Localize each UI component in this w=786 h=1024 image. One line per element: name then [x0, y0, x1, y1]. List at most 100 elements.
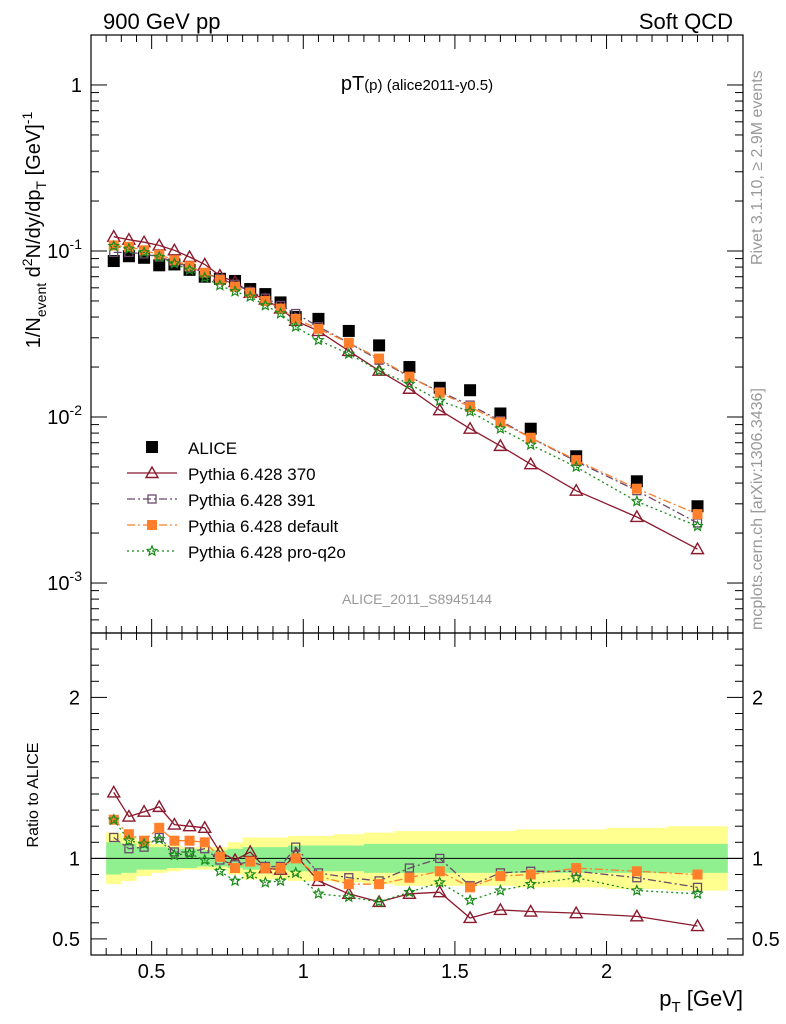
- ratio-data-point: [109, 832, 119, 843]
- main-data-point: [525, 432, 536, 443]
- main-data-point: [404, 371, 415, 382]
- main-data-point: [182, 249, 197, 263]
- main-data-point: [139, 245, 150, 256]
- main-data-point: [494, 422, 507, 435]
- main-data-point: [342, 347, 356, 360]
- y-tick-label: 10-1: [47, 236, 82, 263]
- main-data-point: [629, 509, 645, 523]
- ratio-data-point: [313, 871, 324, 882]
- y-tick-label: 1: [71, 75, 82, 97]
- ratio-data-point: [197, 820, 212, 834]
- main-series-2: [109, 247, 703, 528]
- ratio-data-point: [183, 847, 196, 859]
- ratio-data-point: [691, 887, 704, 900]
- main-series-4: [107, 239, 704, 532]
- ratio-data-point: [404, 872, 415, 883]
- main-data-point: [524, 422, 537, 435]
- y-tick-label: 10-2: [47, 402, 82, 429]
- main-data-point: [274, 306, 287, 319]
- main-data-point: [462, 421, 478, 434]
- legend-label: Pythia 6.428 default: [188, 517, 339, 536]
- ratio-data-point: [571, 863, 582, 874]
- main-data-point: [432, 402, 447, 416]
- x-tick-label: 2: [601, 961, 612, 983]
- main-data-point: [243, 290, 257, 303]
- ratio-data-point: [342, 890, 356, 903]
- legend-label: Pythia 6.428 391: [188, 491, 316, 510]
- ratio-data-point: [106, 784, 121, 798]
- ratio-data-point: [631, 866, 642, 877]
- ratio-data-point: [692, 882, 703, 893]
- main-data-point: [122, 242, 136, 255]
- series-layer: [106, 229, 705, 932]
- ratio-data-point: [154, 822, 165, 833]
- ratio-series-3: [107, 813, 704, 908]
- ratio-data-point: [525, 869, 536, 880]
- ratio-data-point: [122, 834, 136, 847]
- ratio-data-point: [169, 835, 180, 846]
- main-data-point: [523, 456, 538, 470]
- main-data-point: [403, 377, 416, 390]
- ratio-data-point: [214, 851, 225, 862]
- legend-label: ALICE: [188, 439, 237, 458]
- main-data-point: [107, 255, 120, 268]
- legend-marker: [147, 520, 157, 530]
- rivet-label: Rivet 3.1.10, ≥ 2.9M events: [749, 70, 766, 265]
- ratio-data-point: [121, 809, 137, 822]
- ratio-y-axis-title: Ratio to ALICE: [25, 743, 42, 848]
- main-data-point: [569, 460, 583, 473]
- ratio-series-line: [113, 819, 698, 889]
- ratio-y-tick-label-right: 0.5: [752, 929, 780, 951]
- ratio-data-point: [199, 837, 210, 848]
- main-data-point: [691, 519, 704, 532]
- ratio-data-point: [152, 832, 166, 845]
- ratio-data-point: [374, 879, 385, 890]
- main-data-point: [228, 284, 242, 297]
- ratio-data-point: [169, 847, 180, 857]
- plot-title: pT(p) (alice2011-y0.5): [341, 73, 493, 95]
- main-data-point: [463, 404, 477, 417]
- ratio-data-point: [523, 904, 538, 917]
- ratio-data-point: [692, 869, 703, 880]
- main-data-point: [259, 298, 272, 311]
- ratio-data-point: [260, 863, 271, 874]
- x-axis-title: pT [GeV]: [659, 986, 743, 1016]
- main-y-axis-title: 1/Nevent d2N/dy/dpT [GeV]-1: [19, 112, 49, 349]
- ratio-data-point: [274, 874, 287, 887]
- main-data-point: [630, 494, 644, 507]
- ratio-y-tick-label-left: 1: [69, 848, 80, 870]
- x-tick-label: 1.5: [441, 961, 469, 983]
- legend-entry: ALICE: [146, 439, 237, 458]
- legend-marker: [144, 465, 160, 479]
- legend-label: Pythia 6.428 pro-q2o: [188, 543, 346, 562]
- main-data-point: [108, 240, 119, 251]
- main-data-point: [312, 312, 325, 325]
- main-data-point: [372, 364, 386, 377]
- ratio-data-point: [275, 863, 286, 874]
- ratio-data-point: [463, 893, 477, 906]
- ratio-data-point: [290, 853, 301, 864]
- ratio-data-point: [182, 818, 197, 832]
- ratio-data-point: [372, 895, 386, 908]
- ratio-data-point: [230, 863, 241, 874]
- main-data-point: [343, 337, 354, 348]
- ratio-data-point: [243, 867, 257, 880]
- ratio-data-point: [312, 887, 325, 900]
- main-data-point: [692, 509, 703, 520]
- ratio-series-2: [108, 814, 703, 893]
- legend-marker: [145, 544, 159, 557]
- ratio-data-point: [341, 886, 356, 900]
- legend-entry: Pythia 6.428 pro-q2o: [127, 543, 346, 562]
- legend: ALICE Pythia 6.428 370 Pythia 6.428 391 Pyt…: [127, 439, 346, 562]
- ratio-data-point: [629, 908, 645, 922]
- ratio-data-point: [524, 877, 537, 890]
- ratio-data-point: [213, 864, 227, 877]
- ratio-data-point: [259, 875, 272, 888]
- ratio-data-point: [289, 866, 302, 879]
- main-data-point: [183, 263, 196, 276]
- ratio-data-point: [434, 866, 445, 877]
- main-data-point: [290, 313, 301, 324]
- main-data-point: [403, 361, 416, 374]
- header-right: Soft QCD: [639, 9, 733, 34]
